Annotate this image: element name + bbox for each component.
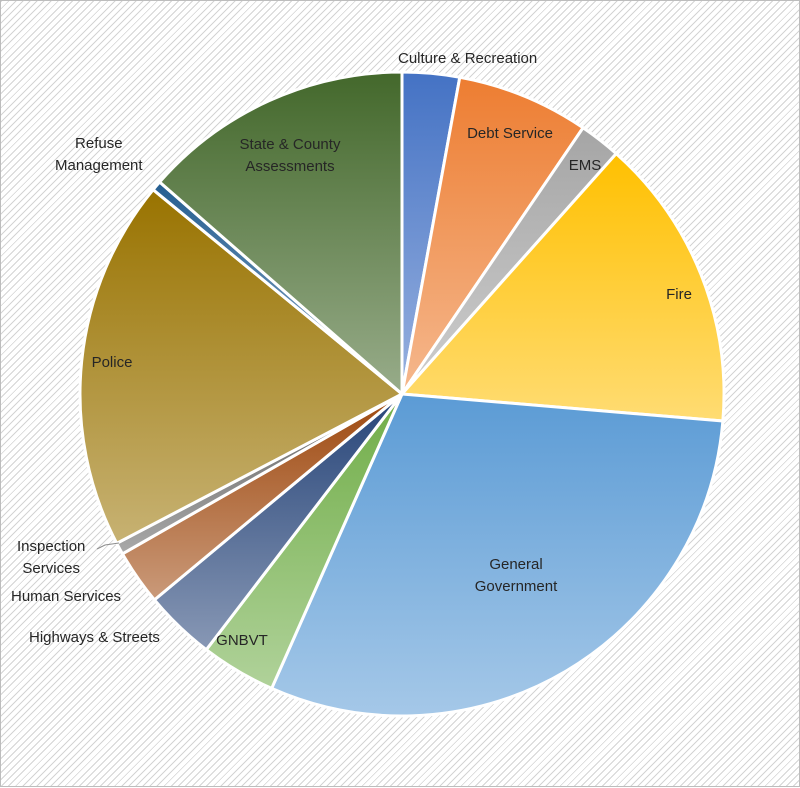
slice-label-general-line2: Government bbox=[475, 578, 558, 595]
inspection-label-line2: Services bbox=[22, 560, 80, 577]
pie-slice-general-government bbox=[270, 392, 725, 718]
refuse-label-line1: Refuse bbox=[75, 135, 123, 152]
pie-slices bbox=[78, 70, 726, 718]
slice-label-human-services: Human Services bbox=[11, 588, 122, 605]
leader-lines bbox=[96, 542, 120, 550]
slice-label-inspection-services: Inspection Services bbox=[17, 536, 85, 580]
slice-label-culture-recreation: Culture & Recreation bbox=[398, 50, 538, 67]
slice-label-highways-streets: Highways & Streets bbox=[29, 629, 160, 646]
slice-label-police: Police bbox=[92, 354, 133, 371]
slice-label-state-line2: Assessments bbox=[245, 158, 334, 175]
pie-slice-debt-service bbox=[400, 75, 585, 396]
slice-label-refuse-management: Refuse Management bbox=[55, 133, 143, 177]
slice-label-debt-service: Debt Service bbox=[467, 125, 553, 142]
refuse-label-line2: Management bbox=[55, 157, 143, 174]
inspection-label-line1: Inspection bbox=[17, 538, 86, 555]
pie-slice-fire bbox=[400, 152, 726, 423]
slice-label-state-line1: State & County bbox=[240, 136, 341, 153]
slice-label-gnbvt: GNBVT bbox=[216, 632, 268, 649]
pie-slice-state-and-county-assessments bbox=[158, 70, 404, 396]
slice-label-ems: EMS bbox=[569, 157, 602, 174]
pie-slice-police bbox=[78, 188, 404, 545]
inspection-leader-line bbox=[96, 542, 120, 550]
slice-label-fire: Fire bbox=[666, 286, 692, 303]
slice-label-general-line1: General bbox=[489, 556, 542, 573]
